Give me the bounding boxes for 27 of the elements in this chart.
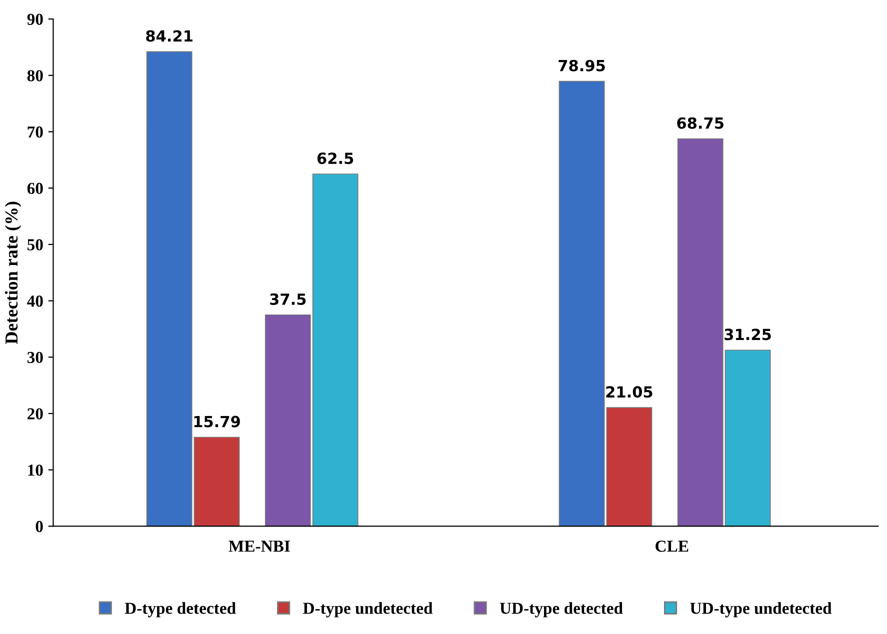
y-tick-label: 0 — [36, 520, 43, 532]
bar — [606, 407, 652, 526]
data-label: 78.95 — [558, 60, 605, 72]
y-tick-label: 40 — [27, 295, 43, 307]
y-tick-label: 20 — [28, 408, 43, 420]
legend-label: D-type detected — [124, 602, 236, 618]
y-tick-label: 60 — [27, 182, 43, 194]
data-label: 31.25 — [724, 328, 771, 340]
y-tick-label: 30 — [27, 352, 43, 364]
y-tick-label: 10 — [28, 464, 43, 476]
legend-label: UD-type undetected — [690, 602, 832, 618]
y-axis-title: Detection rate (%) — [4, 202, 22, 344]
data-label: 15.79 — [194, 416, 240, 428]
x-tick-label: CLE — [656, 540, 688, 552]
data-label: 37.5 — [270, 293, 306, 305]
bar — [558, 80, 605, 526]
legend-label: D-type undetected — [303, 602, 433, 618]
y-tick-label: 90 — [27, 14, 43, 25]
data-label: 68.75 — [677, 117, 724, 129]
y-tick-label: 80 — [27, 70, 43, 82]
y-tick-label: 50 — [28, 239, 43, 250]
x-tick-label: ME-NBI — [228, 540, 290, 552]
data-label: 21.05 — [606, 386, 652, 398]
legend-label: UD-type detected — [500, 602, 623, 618]
y-tick-label: 70 — [28, 126, 43, 138]
data-label: 84.21 — [146, 30, 192, 42]
data-label: 62.5 — [317, 152, 354, 164]
